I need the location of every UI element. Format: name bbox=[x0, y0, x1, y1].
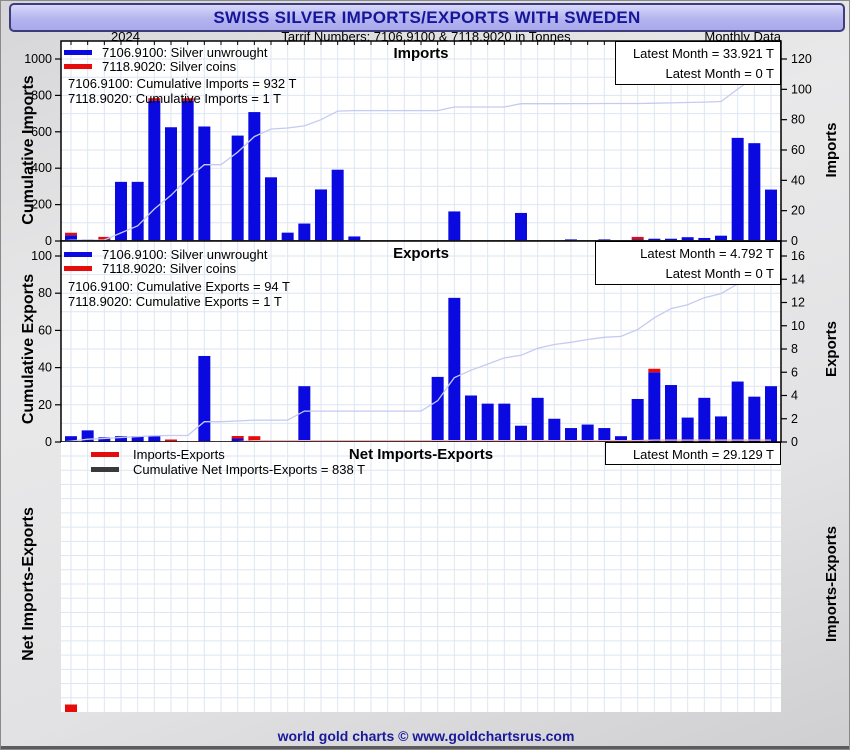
svg-text:0: 0 bbox=[45, 234, 52, 248]
svg-text:60: 60 bbox=[38, 323, 52, 337]
svg-text:60: 60 bbox=[791, 143, 805, 157]
chart-title: SWISS SILVER IMPORTS/EXPORTS WITH SWEDEN bbox=[213, 7, 641, 27]
svg-text:80: 80 bbox=[38, 286, 52, 300]
exports-panel-title: Exports bbox=[393, 245, 449, 262]
cumulative-net-legend-swatch bbox=[91, 467, 119, 472]
svg-text:0: 0 bbox=[791, 234, 798, 248]
svg-text:20: 20 bbox=[38, 398, 52, 412]
cumulative-imports-axis-title: Cumulative Imports bbox=[20, 75, 37, 225]
unwrought-legend-swatch bbox=[64, 252, 92, 257]
svg-text:200: 200 bbox=[31, 198, 52, 212]
svg-text:14: 14 bbox=[791, 272, 805, 286]
svg-text:16: 16 bbox=[791, 249, 805, 263]
svg-text:8: 8 bbox=[791, 342, 798, 356]
imports-axis-title: Imports bbox=[822, 122, 840, 178]
svg-text:10: 10 bbox=[791, 319, 805, 333]
net-imports-exports-axis-title: Net Imports-Exports bbox=[20, 507, 37, 661]
svg-text:0: 0 bbox=[45, 435, 52, 449]
unwrought-legend-label: 7106.9100: Silver unwrought bbox=[102, 45, 268, 60]
bottom-border-bar bbox=[1, 746, 849, 749]
svg-text:80: 80 bbox=[791, 113, 805, 127]
site-credit: world gold charts © www.goldchartsrus.co… bbox=[277, 728, 575, 744]
exports-latest-month-box: Latest Month = 4.792 T Latest Month = 0 … bbox=[595, 241, 781, 285]
cumulative-coin-exports-annotation: 7118.9020: Cumulative Exports = 1 T bbox=[68, 294, 282, 309]
svg-text:20: 20 bbox=[791, 204, 805, 218]
net-latest-month: Latest Month = 29.129 T bbox=[632, 447, 774, 462]
unwrought-legend-swatch bbox=[64, 50, 92, 55]
net-legend-label: Imports-Exports bbox=[133, 447, 225, 462]
svg-text:100: 100 bbox=[791, 82, 812, 96]
svg-text:0: 0 bbox=[791, 435, 798, 449]
svg-text:600: 600 bbox=[31, 125, 52, 139]
coins-legend-label: 7118.9020: Silver coins bbox=[102, 59, 237, 74]
imports-latest-month-box: Latest Month = 33.921 T Latest Month = 0… bbox=[615, 41, 781, 85]
unwrought-legend-label: 7106.9100: Silver unwrought bbox=[102, 247, 268, 262]
imports-exports-axis-title: Imports-Exports bbox=[822, 526, 840, 642]
cumulative-exports-axis-title: Cumulative Exports bbox=[20, 273, 37, 425]
coins-legend-swatch bbox=[64, 64, 92, 69]
svg-text:100: 100 bbox=[31, 249, 52, 263]
svg-text:4: 4 bbox=[791, 389, 798, 403]
svg-text:40: 40 bbox=[38, 361, 52, 375]
svg-text:6: 6 bbox=[791, 365, 798, 379]
svg-text:1000: 1000 bbox=[24, 52, 52, 66]
svg-text:40: 40 bbox=[791, 173, 805, 187]
net-latest-month-box: Latest Month = 29.129 T bbox=[605, 442, 781, 465]
exports-latest-month: Latest Month = 4.792 T bbox=[640, 246, 774, 261]
imports-coins-latest-month: Latest Month = 0 T bbox=[665, 66, 774, 81]
svg-text:120: 120 bbox=[791, 52, 812, 66]
svg-text:12: 12 bbox=[791, 296, 805, 310]
imports-latest-month: Latest Month = 33.921 T bbox=[632, 46, 774, 61]
exports-axis-title: Exports bbox=[822, 321, 840, 377]
net-legend-swatch bbox=[91, 452, 119, 457]
coins-legend-label: 7118.9020: Silver coins bbox=[102, 261, 237, 276]
svg-text:2: 2 bbox=[791, 412, 798, 426]
cumulative-imports-annotation: 7106.9100: Cumulative Imports = 932 T bbox=[68, 76, 297, 91]
coins-legend-swatch bbox=[64, 266, 92, 271]
chart-title-bar: SWISS SILVER IMPORTS/EXPORTS WITH SWEDEN bbox=[9, 3, 845, 32]
cumulative-coin-imports-annotation: 7118.9020: Cumulative Imports = 1 T bbox=[68, 91, 282, 106]
imports-panel-title: Imports bbox=[393, 45, 449, 62]
cumulative-exports-annotation: 7106.9100: Cumulative Exports = 94 T bbox=[68, 279, 290, 294]
exports-coins-latest-month: Latest Month = 0 T bbox=[665, 266, 774, 281]
svg-text:400: 400 bbox=[31, 161, 52, 175]
cumulative-net-legend-label: Cumulative Net Imports-Exports = 838 T bbox=[133, 462, 366, 477]
net-panel-title: Net Imports-Exports bbox=[348, 446, 494, 463]
svg-text:800: 800 bbox=[31, 88, 52, 102]
